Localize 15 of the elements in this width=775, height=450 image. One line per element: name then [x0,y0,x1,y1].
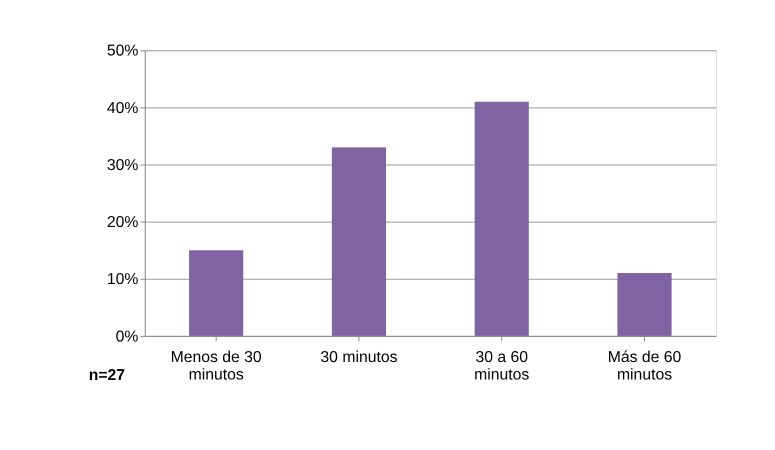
text: n=27 [88,367,126,384]
x-tick-label: 30 minutos [320,348,398,366]
bar [617,273,672,336]
bar [189,250,244,336]
x-tick-label: 30 a 60 minutos [474,348,530,384]
y-tick-label: 30% [106,156,138,174]
y-tick-label: 10% [106,271,138,288]
bar [332,147,386,336]
x-tick-label: Más de 60 minutos [608,348,682,384]
y-tick-label: 0% [116,328,138,346]
bar [474,102,529,336]
y-tick-label: 50% [106,42,138,60]
y-tick-label: 20% [106,214,138,232]
y-tick-label: 40% [106,100,138,117]
x-tick-label: Menos de 30 minutos [170,348,262,384]
